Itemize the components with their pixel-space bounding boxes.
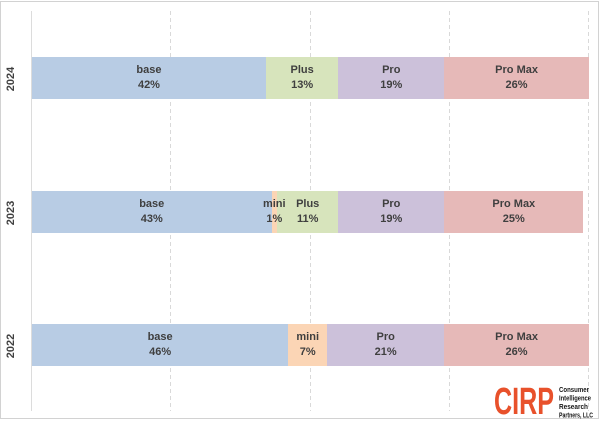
segment-name: base <box>136 64 162 76</box>
segment-name: mini <box>262 198 286 210</box>
year-label-2024: 2024 <box>5 66 17 92</box>
segment-name: Pro Max <box>492 198 536 210</box>
cirp-logo-line: Consumer <box>559 385 589 394</box>
segment-label: Pro Max 26% <box>495 63 538 93</box>
segment-value: 46% <box>149 346 172 358</box>
segment-name: Pro <box>382 64 401 76</box>
segment-name: mini <box>296 331 320 343</box>
segment-value: 43% <box>140 213 163 225</box>
cirp-logo-brand: CIRP <box>494 382 554 421</box>
segment-name: base <box>139 198 165 210</box>
segment-label: Pro 19% <box>380 63 402 93</box>
segment-label: Pro Max 25% <box>492 197 535 227</box>
segment-2024-pro: Pro 19% <box>338 57 445 99</box>
cirp-logo-graphic: CIRP Consumer Intelligence Research Part… <box>494 381 593 423</box>
segment-label: base 43% <box>139 197 164 227</box>
segment-label: base 46% <box>148 330 173 360</box>
segment-name: Plus <box>290 64 314 76</box>
bar-row-2022: base 46% mini 7% Pro 21% Pro Max 26% <box>32 324 589 366</box>
segment-value: 1% <box>266 213 283 225</box>
year-label-2022: 2022 <box>5 333 17 359</box>
segment-value: 13% <box>291 79 314 91</box>
segment-2024-pro-max: Pro Max 26% <box>444 57 589 99</box>
segment-2023-base: base 43% <box>32 191 272 233</box>
segment-label: Pro Max 26% <box>495 330 538 360</box>
segment-name: Pro <box>376 331 395 343</box>
segment-value: 25% <box>502 213 525 225</box>
cirp-logo-line: Research <box>559 402 588 411</box>
segment-value: 26% <box>505 79 528 91</box>
segment-name: Pro <box>382 198 401 210</box>
segment-2023-mini: mini 1% <box>263 191 286 233</box>
cirp-logo-line: Partners, LLC <box>559 411 593 420</box>
segment-label: Pro 21% <box>375 330 397 360</box>
segment-value: 11% <box>296 213 319 225</box>
cirp-logo-line: Intelligence <box>559 394 591 403</box>
segment-2022-mini: mini 7% <box>288 324 328 366</box>
segment-2023-plus: Plus 11% <box>277 191 339 233</box>
segment-2022-base: base 46% <box>32 324 289 366</box>
segment-value: 19% <box>380 213 403 225</box>
segment-value: 21% <box>374 346 397 358</box>
segment-value: 7% <box>299 346 316 358</box>
segment-2022-pro: Pro 21% <box>327 324 445 366</box>
segment-label: mini 1% <box>263 197 286 227</box>
bar-row-2024: base 42% Plus 13% Pro 19% Pro Max 26% <box>32 57 589 99</box>
segment-name: Pro Max <box>495 64 538 76</box>
segment-2024-base: base 42% <box>32 57 266 99</box>
bar-row-2023: base 43% mini 1% Plus 11% Pro 19% Pro Max 25% <box>32 191 589 233</box>
segment-label: mini 7% <box>296 330 319 360</box>
segment-label: Plus 13% <box>291 63 314 93</box>
segment-2022-pro-max: Pro Max 26% <box>444 324 589 366</box>
segment-value: 42% <box>137 79 160 91</box>
segment-2023-pro-max: Pro Max 25% <box>444 191 584 233</box>
segment-value: 19% <box>380 79 403 91</box>
segment-value: 26% <box>505 346 528 358</box>
segment-label: Plus 11% <box>296 197 319 227</box>
segment-label: base 42% <box>136 63 161 93</box>
segment-label: Pro 19% <box>380 197 402 227</box>
cirp-logo: CIRP Consumer Intelligence Research Part… <box>493 381 597 426</box>
segment-2024-plus: Plus 13% <box>265 57 339 99</box>
segment-name: base <box>147 331 173 343</box>
plot-area: base 42% Plus 13% Pro 19% Pro Max 26% base 43% min… <box>31 11 589 411</box>
year-label-2023: 2023 <box>5 200 17 226</box>
gridline-100 <box>588 11 589 411</box>
segment-name: Pro Max <box>495 331 538 343</box>
segment-2023-pro: Pro 19% <box>338 191 445 233</box>
segment-name: Plus <box>296 198 320 210</box>
